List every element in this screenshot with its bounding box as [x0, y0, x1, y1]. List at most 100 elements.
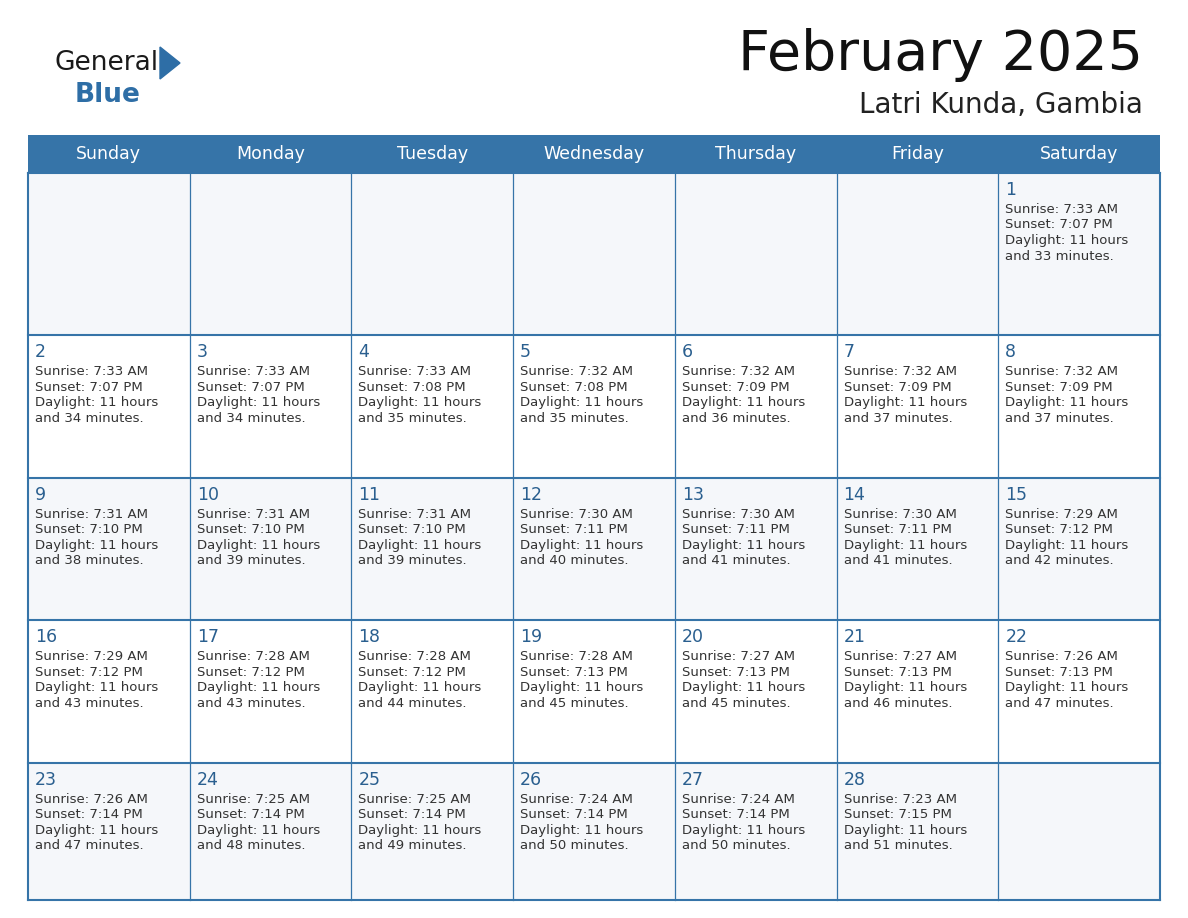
Text: Daylight: 11 hours: Daylight: 11 hours [359, 539, 481, 552]
Text: 21: 21 [843, 629, 866, 646]
Text: Latri Kunda, Gambia: Latri Kunda, Gambia [859, 91, 1143, 119]
Text: and 39 minutes.: and 39 minutes. [197, 554, 305, 567]
Text: 5: 5 [520, 343, 531, 362]
Text: Sunrise: 7:30 AM: Sunrise: 7:30 AM [520, 508, 633, 521]
Text: Sunrise: 7:32 AM: Sunrise: 7:32 AM [520, 365, 633, 378]
Text: 11: 11 [359, 486, 380, 504]
Text: Sunrise: 7:26 AM: Sunrise: 7:26 AM [1005, 650, 1118, 664]
Text: Daylight: 11 hours: Daylight: 11 hours [520, 397, 644, 409]
Text: and 37 minutes.: and 37 minutes. [1005, 412, 1114, 425]
Text: Sunrise: 7:32 AM: Sunrise: 7:32 AM [682, 365, 795, 378]
Text: 23: 23 [34, 771, 57, 789]
Text: Sunset: 7:07 PM: Sunset: 7:07 PM [197, 381, 304, 394]
Polygon shape [160, 47, 181, 79]
Text: Daylight: 11 hours: Daylight: 11 hours [197, 681, 320, 694]
Text: and 35 minutes.: and 35 minutes. [359, 412, 467, 425]
Text: Sunrise: 7:33 AM: Sunrise: 7:33 AM [34, 365, 148, 378]
Text: Daylight: 11 hours: Daylight: 11 hours [359, 824, 481, 837]
Text: Daylight: 11 hours: Daylight: 11 hours [520, 681, 644, 694]
Text: February 2025: February 2025 [738, 28, 1143, 82]
Text: Sunset: 7:08 PM: Sunset: 7:08 PM [520, 381, 627, 394]
Text: and 34 minutes.: and 34 minutes. [34, 412, 144, 425]
Text: Sunset: 7:15 PM: Sunset: 7:15 PM [843, 809, 952, 822]
Text: Daylight: 11 hours: Daylight: 11 hours [34, 681, 158, 694]
Text: Saturday: Saturday [1040, 145, 1118, 163]
Text: and 50 minutes.: and 50 minutes. [520, 839, 628, 853]
Bar [29, 763, 1159, 900]
Text: Sunrise: 7:24 AM: Sunrise: 7:24 AM [682, 793, 795, 806]
Text: 1: 1 [1005, 181, 1016, 199]
Text: Sunrise: 7:26 AM: Sunrise: 7:26 AM [34, 793, 147, 806]
Text: Blue: Blue [75, 82, 141, 108]
Text: Sunset: 7:11 PM: Sunset: 7:11 PM [520, 523, 628, 536]
Text: and 47 minutes.: and 47 minutes. [1005, 697, 1114, 710]
Text: and 48 minutes.: and 48 minutes. [197, 839, 305, 853]
Text: Daylight: 11 hours: Daylight: 11 hours [1005, 397, 1129, 409]
Text: Daylight: 11 hours: Daylight: 11 hours [843, 539, 967, 552]
Text: Daylight: 11 hours: Daylight: 11 hours [520, 539, 644, 552]
Text: Sunset: 7:14 PM: Sunset: 7:14 PM [197, 809, 304, 822]
Text: Sunrise: 7:30 AM: Sunrise: 7:30 AM [682, 508, 795, 521]
Text: Sunrise: 7:32 AM: Sunrise: 7:32 AM [843, 365, 956, 378]
Text: Daylight: 11 hours: Daylight: 11 hours [359, 397, 481, 409]
Text: and 50 minutes.: and 50 minutes. [682, 839, 790, 853]
Text: and 42 minutes.: and 42 minutes. [1005, 554, 1114, 567]
Text: Sunrise: 7:31 AM: Sunrise: 7:31 AM [359, 508, 472, 521]
Text: 10: 10 [197, 486, 219, 504]
Text: Sunset: 7:10 PM: Sunset: 7:10 PM [34, 523, 143, 536]
Text: Daylight: 11 hours: Daylight: 11 hours [34, 397, 158, 409]
Text: Sunset: 7:12 PM: Sunset: 7:12 PM [1005, 523, 1113, 536]
Text: Daylight: 11 hours: Daylight: 11 hours [1005, 234, 1129, 247]
Text: Sunset: 7:11 PM: Sunset: 7:11 PM [682, 523, 790, 536]
Bar [29, 621, 1159, 763]
Text: Sunset: 7:08 PM: Sunset: 7:08 PM [359, 381, 466, 394]
Text: and 51 minutes.: and 51 minutes. [843, 839, 953, 853]
Text: Daylight: 11 hours: Daylight: 11 hours [1005, 681, 1129, 694]
Text: Sunrise: 7:32 AM: Sunrise: 7:32 AM [1005, 365, 1118, 378]
Text: Sunrise: 7:33 AM: Sunrise: 7:33 AM [359, 365, 472, 378]
Text: General: General [55, 50, 159, 76]
Text: and 34 minutes.: and 34 minutes. [197, 412, 305, 425]
Text: Sunset: 7:12 PM: Sunset: 7:12 PM [197, 666, 304, 679]
Text: Sunset: 7:07 PM: Sunset: 7:07 PM [1005, 218, 1113, 231]
Text: 3: 3 [197, 343, 208, 362]
Text: and 33 minutes.: and 33 minutes. [1005, 250, 1114, 263]
Text: Daylight: 11 hours: Daylight: 11 hours [34, 539, 158, 552]
Text: 15: 15 [1005, 486, 1028, 504]
Text: Sunset: 7:13 PM: Sunset: 7:13 PM [843, 666, 952, 679]
Text: and 39 minutes.: and 39 minutes. [359, 554, 467, 567]
Text: 28: 28 [843, 771, 866, 789]
Text: 4: 4 [359, 343, 369, 362]
Text: Daylight: 11 hours: Daylight: 11 hours [197, 397, 320, 409]
Text: and 43 minutes.: and 43 minutes. [34, 697, 144, 710]
Text: Sunset: 7:07 PM: Sunset: 7:07 PM [34, 381, 143, 394]
Text: Sunrise: 7:28 AM: Sunrise: 7:28 AM [359, 650, 472, 664]
Text: 26: 26 [520, 771, 542, 789]
Text: Friday: Friday [891, 145, 944, 163]
Text: 8: 8 [1005, 343, 1016, 362]
Text: Monday: Monday [236, 145, 305, 163]
Text: Daylight: 11 hours: Daylight: 11 hours [359, 681, 481, 694]
Text: Sunrise: 7:27 AM: Sunrise: 7:27 AM [843, 650, 956, 664]
Text: Sunset: 7:14 PM: Sunset: 7:14 PM [682, 809, 790, 822]
Text: Daylight: 11 hours: Daylight: 11 hours [682, 681, 805, 694]
Text: Sunset: 7:12 PM: Sunset: 7:12 PM [34, 666, 143, 679]
Text: Sunrise: 7:33 AM: Sunrise: 7:33 AM [1005, 203, 1118, 216]
Text: Sunset: 7:14 PM: Sunset: 7:14 PM [34, 809, 143, 822]
Text: Sunset: 7:14 PM: Sunset: 7:14 PM [520, 809, 628, 822]
Text: and 43 minutes.: and 43 minutes. [197, 697, 305, 710]
Text: Sunrise: 7:28 AM: Sunrise: 7:28 AM [197, 650, 310, 664]
Text: Sunset: 7:09 PM: Sunset: 7:09 PM [1005, 381, 1113, 394]
Text: Sunrise: 7:33 AM: Sunrise: 7:33 AM [197, 365, 310, 378]
Text: Sunset: 7:13 PM: Sunset: 7:13 PM [682, 666, 790, 679]
Text: 18: 18 [359, 629, 380, 646]
Text: and 36 minutes.: and 36 minutes. [682, 412, 790, 425]
Text: and 40 minutes.: and 40 minutes. [520, 554, 628, 567]
Text: Sunday: Sunday [76, 145, 141, 163]
Text: Sunrise: 7:25 AM: Sunrise: 7:25 AM [197, 793, 310, 806]
Text: Daylight: 11 hours: Daylight: 11 hours [34, 824, 158, 837]
Text: 7: 7 [843, 343, 854, 362]
Text: Sunrise: 7:29 AM: Sunrise: 7:29 AM [1005, 508, 1118, 521]
Text: 16: 16 [34, 629, 57, 646]
Text: Daylight: 11 hours: Daylight: 11 hours [843, 824, 967, 837]
